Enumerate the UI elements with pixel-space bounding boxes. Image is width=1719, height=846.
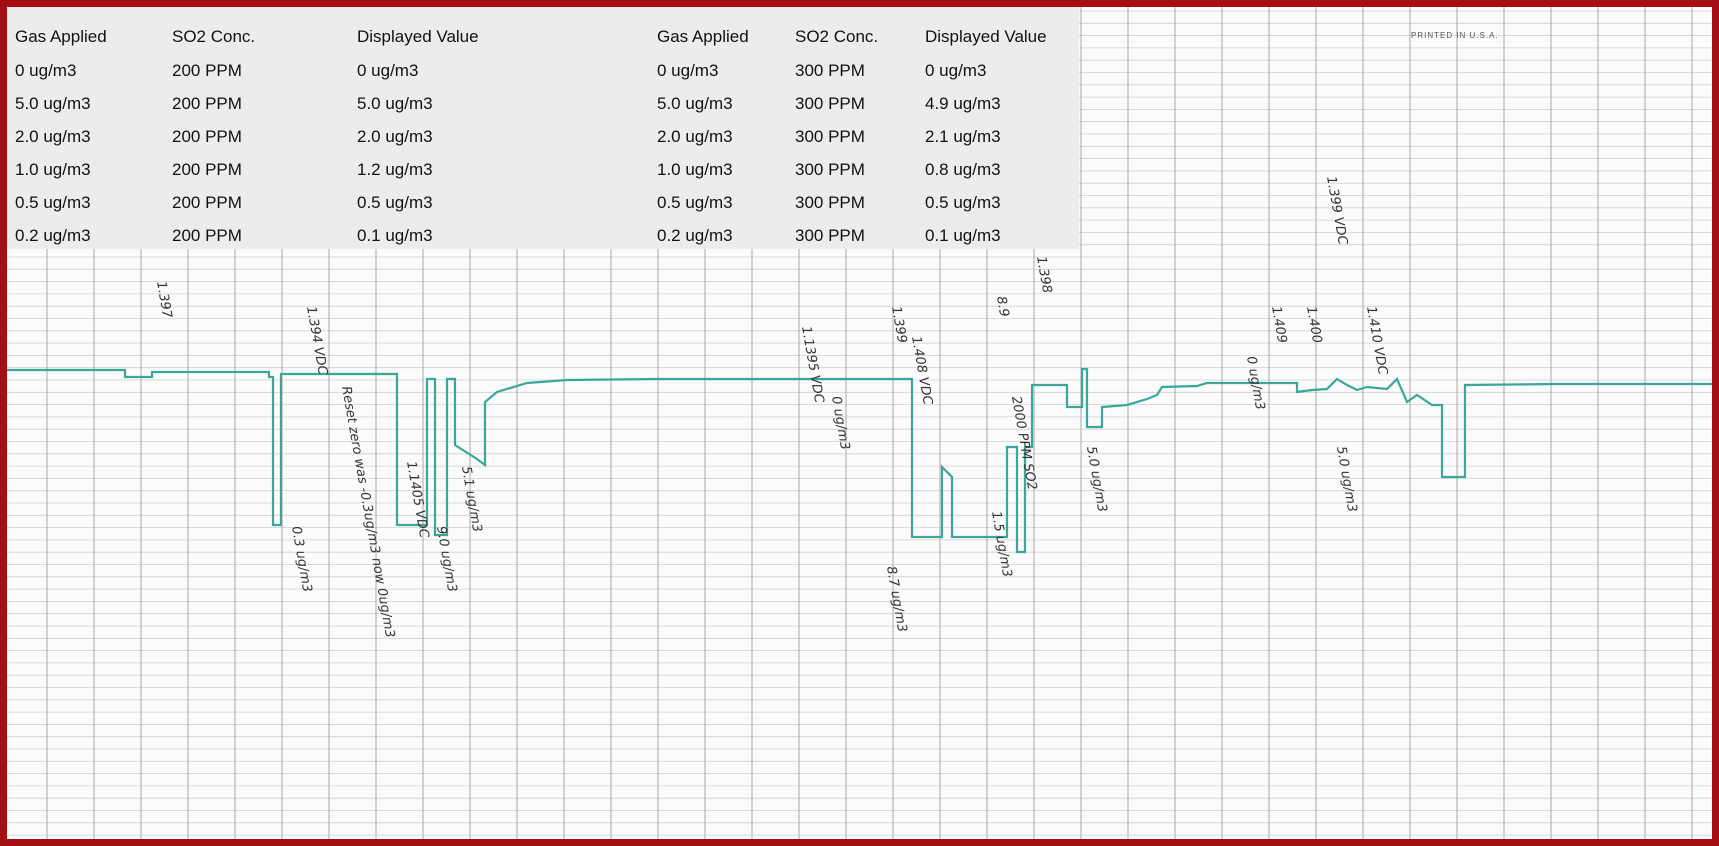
table-cell: 0 ug/m3 — [657, 61, 718, 81]
table-cell: 0.2 ug/m3 — [657, 226, 733, 246]
table-cell: 0.5 ug/m3 — [15, 193, 91, 213]
table-cell: 0.5 ug/m3 — [357, 193, 433, 213]
handwritten-note: 8.9 — [993, 295, 1011, 318]
handwritten-note: 1.409 — [1268, 305, 1289, 344]
table-cell: SO2 Conc. — [172, 27, 255, 47]
handwritten-note: 1.394 VDC — [303, 305, 330, 377]
handwritten-note: 1.398 — [1033, 255, 1054, 294]
table-cell: Displayed Value — [925, 27, 1047, 47]
table-cell: 2.1 ug/m3 — [925, 127, 1001, 147]
table-cell: Displayed Value — [357, 27, 479, 47]
table-cell: 1.0 ug/m3 — [657, 160, 733, 180]
table-cell: 5.0 ug/m3 — [657, 94, 733, 114]
table-cell: 300 PPM — [795, 160, 865, 180]
handwritten-note: 9.0 ug/m3 — [433, 525, 459, 593]
recorder-trace — [7, 369, 1712, 552]
table-cell: 5.0 ug/m3 — [357, 94, 433, 114]
handwritten-note: 1.5 ug/m3 — [988, 510, 1014, 578]
table-cell: 300 PPM — [795, 193, 865, 213]
table-cell: Gas Applied — [657, 27, 749, 47]
table-cell: 0.1 ug/m3 — [925, 226, 1001, 246]
handwritten-note: 8.7 ug/m3 — [883, 565, 909, 633]
handwritten-note: 0 ug/m3 — [828, 395, 852, 451]
table-cell: 2.0 ug/m3 — [357, 127, 433, 147]
handwritten-note: 1.410 VDC — [1363, 305, 1390, 377]
table-cell: 0 ug/m3 — [357, 61, 418, 81]
table-cell: 0.5 ug/m3 — [657, 193, 733, 213]
table-cell: 200 PPM — [172, 127, 242, 147]
table-cell: 200 PPM — [172, 61, 242, 81]
screenshot: PRINTED IN U.S.A. 1.397 1.394 VDC Reset ze… — [0, 0, 1719, 846]
handwritten-note: 1.399 — [888, 305, 909, 344]
table-cell: 200 PPM — [172, 193, 242, 213]
handwritten-note: 1.397 — [153, 280, 174, 320]
table-cell: 200 PPM — [172, 160, 242, 180]
table-cell: Gas Applied — [15, 27, 107, 47]
table-cell: 300 PPM — [795, 61, 865, 81]
table-cell: 5.0 ug/m3 — [15, 94, 91, 114]
table-cell: 300 PPM — [795, 127, 865, 147]
table-cell: 1.2 ug/m3 — [357, 160, 433, 180]
table-cell: 300 PPM — [795, 226, 865, 246]
handwritten-note: 0.3 ug/m3 — [288, 525, 314, 593]
table-cell: 0.1 ug/m3 — [357, 226, 433, 246]
table-cell: 0.5 ug/m3 — [925, 193, 1001, 213]
table-cell: 1.0 ug/m3 — [15, 160, 91, 180]
table-cell: 300 PPM — [795, 94, 865, 114]
table-cell: 200 PPM — [172, 94, 242, 114]
table-cell: 200 PPM — [172, 226, 242, 246]
handwritten-note: 5.1 ug/m3 — [458, 465, 484, 533]
handwritten-note: 1.399 VDC — [1323, 175, 1350, 247]
table-cell: 0.2 ug/m3 — [15, 226, 91, 246]
handwritten-note: Reset zero was -0.3ug/m3 now 0ug/m3 — [338, 385, 397, 639]
table-cell: 0 ug/m3 — [15, 61, 76, 81]
table-cell: 2.0 ug/m3 — [657, 127, 733, 147]
results-table: Gas Applied SO2 Conc. Displayed Value Gas A… — [7, 7, 1079, 249]
table-cell: 0 ug/m3 — [925, 61, 986, 81]
table-cell: 2.0 ug/m3 — [15, 127, 91, 147]
table-cell: 4.9 ug/m3 — [925, 94, 1001, 114]
table-cell: 0.8 ug/m3 — [925, 160, 1001, 180]
handwritten-note: 1.400 — [1303, 305, 1324, 344]
handwritten-note: 2000 PPM SO2 — [1008, 395, 1039, 491]
table-cell: SO2 Conc. — [795, 27, 878, 47]
printed-mark: PRINTED IN U.S.A. — [1411, 31, 1499, 40]
handwritten-note: 1.1395 VDC — [798, 325, 826, 405]
